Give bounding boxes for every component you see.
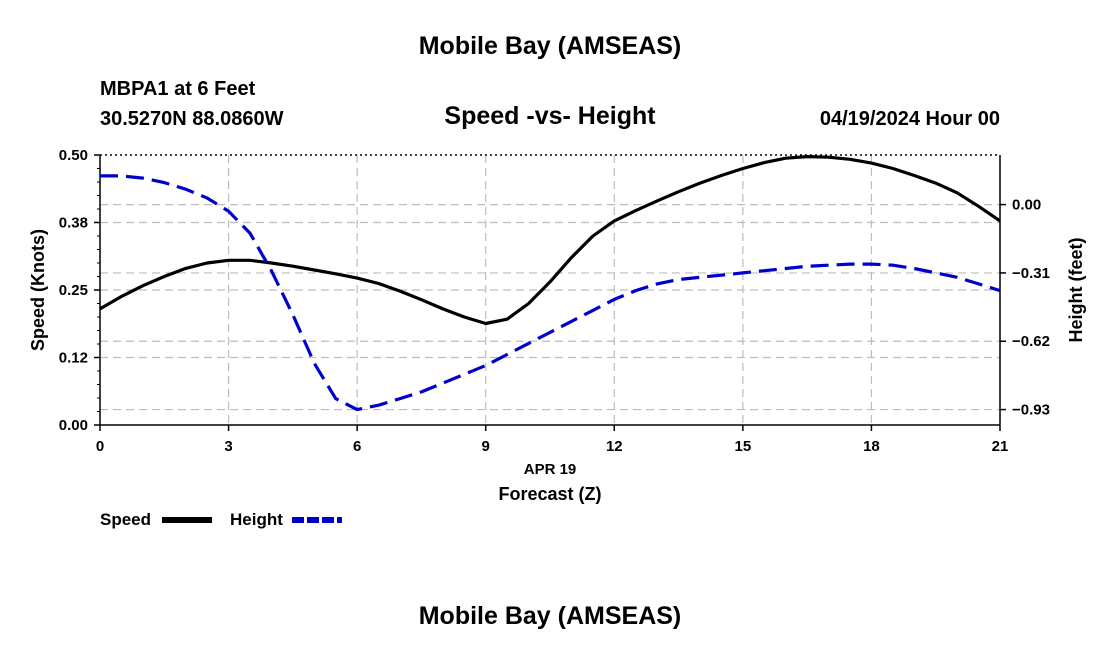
- series-lines: [99, 155, 1001, 412]
- y2-tick-label: 0.00: [1012, 197, 1041, 214]
- y2-tick-label: −0.31: [1012, 265, 1050, 282]
- series-line-height: [100, 174, 1001, 412]
- x-tick-label: 3: [224, 438, 232, 455]
- x-axis-title: Forecast (Z): [498, 484, 601, 504]
- x-tick-label: 9: [482, 438, 490, 455]
- y-tick-label: 0.00: [59, 417, 88, 434]
- y2-axis-title: Height (feet): [1066, 238, 1086, 343]
- legend-height-label: Height: [230, 510, 283, 529]
- legend-speed-label: Speed: [100, 510, 151, 529]
- axis-ticks: 0 3 6 9 12 15 18 21 0.00 0.12 0.25 0.38 0.50 −0.93 −0.…: [59, 147, 1050, 455]
- x-axis-date-label: APR 19: [524, 461, 577, 478]
- x-tick-label: 0: [96, 438, 104, 455]
- y-tick-label: 0.12: [59, 350, 88, 367]
- x-tick-label: 18: [863, 438, 880, 455]
- page-title: Mobile Bay (AMSEAS): [419, 32, 682, 60]
- station-coordinates: 30.5270N 88.0860W: [100, 108, 284, 130]
- y-tick-label: 0.38: [59, 215, 88, 232]
- x-tick-label: 6: [353, 438, 361, 455]
- chart-title: Speed -vs- Height: [444, 102, 656, 130]
- forecast-datetime: 04/19/2024 Hour 00: [820, 108, 1000, 130]
- footer-title: Mobile Bay (AMSEAS): [419, 602, 682, 630]
- station-label: MBPA1 at 6 Feet: [100, 78, 256, 100]
- y2-tick-label: −0.93: [1012, 402, 1050, 419]
- y-axis-title: Speed (Knots): [28, 229, 48, 351]
- plot-grid: [100, 155, 1000, 425]
- x-tick-label: 15: [735, 438, 752, 455]
- x-tick-label: 21: [992, 438, 1009, 455]
- y2-tick-label: −0.62: [1012, 333, 1050, 350]
- y-tick-label: 0.50: [59, 147, 88, 164]
- legend: Speed Height: [100, 510, 342, 529]
- series-line-speed: [99, 155, 1001, 326]
- x-tick-label: 12: [606, 438, 623, 455]
- y-tick-label: 0.25: [59, 282, 88, 299]
